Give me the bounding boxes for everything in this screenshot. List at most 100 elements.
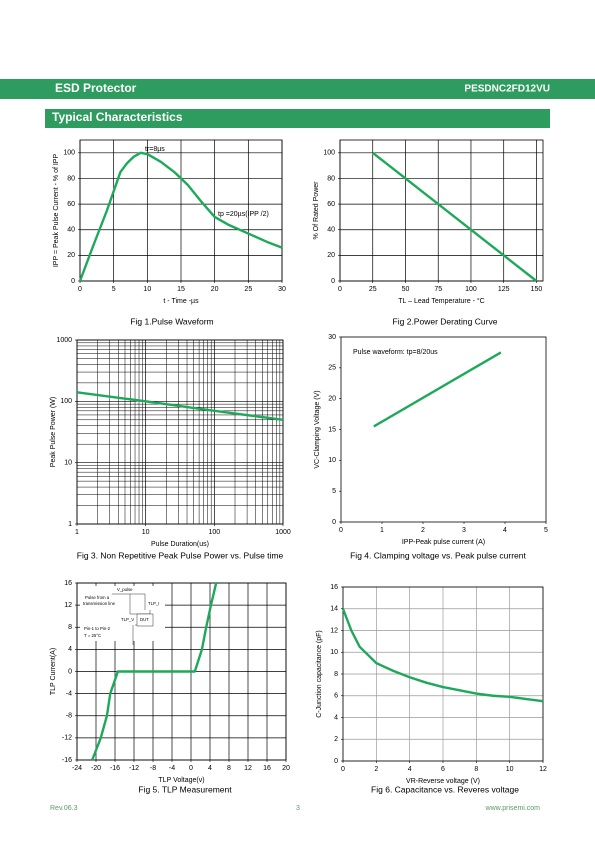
x-tick-label: 4 xyxy=(208,765,212,772)
x-axis-label: t - Time -µs xyxy=(163,298,199,305)
y-tick-label: 15 xyxy=(328,426,336,433)
annotation: V_pulse xyxy=(117,587,133,592)
data-line xyxy=(76,391,284,421)
y-axis-label: VC-Clamping Voltage (V) xyxy=(314,390,321,468)
x-tick-label: 15 xyxy=(177,286,185,293)
section-bar xyxy=(45,109,550,128)
annotation: T = 25°C xyxy=(84,633,101,638)
x-tick-label: 10 xyxy=(506,766,514,773)
x-tick-label: 0 xyxy=(189,765,193,772)
y-tick-label: 25 xyxy=(328,365,336,372)
x-tick-label: 30 xyxy=(278,286,286,293)
data-line xyxy=(91,582,218,761)
x-tick-label: 6 xyxy=(441,766,445,773)
y-tick-label: -16 xyxy=(62,757,72,764)
x-tick-label: 10 xyxy=(142,529,150,536)
x-tick-label: 5 xyxy=(544,527,548,534)
y-tick-label: 20 xyxy=(327,252,335,259)
y-tick-label: 30 xyxy=(328,334,336,341)
footer-page: 3 xyxy=(296,805,300,812)
data-line xyxy=(341,608,544,703)
x-tick-label: 16 xyxy=(263,765,271,772)
x-tick-label: 50 xyxy=(402,286,410,293)
y-tick-label: 20 xyxy=(67,252,75,259)
x-tick-label: 1 xyxy=(380,527,384,534)
y-tick-label: 8 xyxy=(68,624,72,631)
y-tick-label: 1000 xyxy=(56,337,72,344)
x-tick-label: -4 xyxy=(169,765,175,772)
x-tick-label: 100 xyxy=(208,529,220,536)
y-tick-label: 2 xyxy=(334,736,338,743)
x-tick-label: -8 xyxy=(150,765,156,772)
x-tick-label: 4 xyxy=(503,527,507,534)
x-tick-label: -20 xyxy=(91,765,101,772)
x-tick-label: 3 xyxy=(462,527,466,534)
x-tick-label: -12 xyxy=(129,765,139,772)
caption: Fig 5. TLP Measurement xyxy=(138,784,232,794)
y-tick-label: 40 xyxy=(67,227,75,234)
caption: Fig 4. Clamping voltage vs. Peak pulse c… xyxy=(350,550,526,560)
y-axis-label: % Of Rated Power xyxy=(313,181,320,240)
x-axis-label: TLP Voltage(v) xyxy=(158,777,204,784)
y-tick-label: 14 xyxy=(330,606,338,613)
x-tick-label: 150 xyxy=(531,286,543,293)
x-tick-label: 1 xyxy=(75,529,79,536)
caption: Fig 6. Capacitance vs. Reveres voltage xyxy=(371,784,519,794)
annotation: transmission line xyxy=(83,601,116,606)
x-tick-label: 25 xyxy=(369,286,377,293)
y-tick-label: 4 xyxy=(68,646,72,653)
annotation: Pulse from a xyxy=(85,595,110,600)
data-line xyxy=(372,151,538,282)
x-tick-label: 1000 xyxy=(275,529,291,536)
y-tick-label: 100 xyxy=(323,150,335,157)
x-axis-label: IPP-Peak pulse current (A) xyxy=(402,539,485,546)
y-axis-label: Peak Pulse Power (W) xyxy=(50,397,57,467)
section-title: Typical Characteristics xyxy=(52,110,183,124)
inset-box xyxy=(80,586,165,641)
annotation: Pin-1 to Pin-2 xyxy=(84,626,111,631)
y-axis-label: IPP = Peak Pulse Current - % of IPP xyxy=(53,154,60,268)
x-axis-label: Pulse Duration(us) xyxy=(151,541,209,548)
x-tick-label: 2 xyxy=(374,766,378,773)
x-tick-label: 5 xyxy=(112,286,116,293)
footer-rev: Rev.06.3 xyxy=(50,805,78,812)
x-tick-label: 75 xyxy=(434,286,442,293)
y-axis-label: C-Junction capacitance (pF) xyxy=(316,630,323,718)
x-tick-label: 0 xyxy=(341,766,345,773)
header-title: ESD Protector xyxy=(55,81,137,95)
y-tick-label: 12 xyxy=(330,627,338,634)
y-tick-label: -4 xyxy=(66,690,72,697)
plot-border xyxy=(339,139,544,282)
x-tick-label: 25 xyxy=(244,286,252,293)
y-tick-label: 60 xyxy=(67,201,75,208)
y-tick-label: 10 xyxy=(64,460,72,467)
y-tick-label: 0 xyxy=(68,668,72,675)
inset-dut xyxy=(136,613,154,627)
annotation: TLP_V xyxy=(121,617,134,622)
x-tick-label: 0 xyxy=(338,286,342,293)
x-tick-label: 125 xyxy=(498,286,510,293)
y-tick-label: 0 xyxy=(332,519,336,526)
y-tick-label: 12 xyxy=(64,602,72,609)
y-tick-label: -12 xyxy=(62,735,72,742)
y-tick-label: 8 xyxy=(334,671,338,678)
y-tick-label: 6 xyxy=(334,693,338,700)
y-tick-label: 16 xyxy=(330,584,338,591)
y-tick-label: 100 xyxy=(63,150,75,157)
x-tick-label: 10 xyxy=(143,286,151,293)
y-tick-label: -8 xyxy=(66,713,72,720)
annotation: TLP_I xyxy=(148,601,159,606)
x-tick-label: 12 xyxy=(539,766,547,773)
x-tick-label: 0 xyxy=(339,527,343,534)
x-tick-label: 20 xyxy=(211,286,219,293)
annotation: tp =20µs(IPP /2) xyxy=(218,211,269,218)
caption: Fig 1.Pulse Waveform xyxy=(130,316,213,326)
y-tick-label: 10 xyxy=(328,457,336,464)
y-tick-label: 100 xyxy=(60,398,72,405)
x-tick-label: 0 xyxy=(78,286,82,293)
data-line xyxy=(373,351,502,428)
y-tick-label: 16 xyxy=(64,580,72,587)
y-tick-label: 80 xyxy=(327,175,335,182)
y-tick-label: 1 xyxy=(68,521,72,528)
